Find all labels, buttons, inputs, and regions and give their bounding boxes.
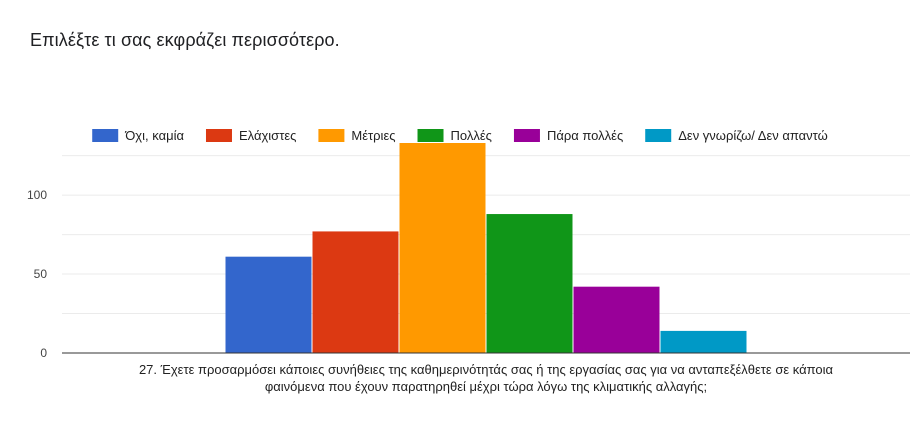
legend-swatch [318, 129, 345, 142]
legend-item[interactable]: Πολλές [417, 128, 492, 143]
y-tick-label: 50 [34, 267, 48, 281]
bar-4[interactable] [486, 214, 573, 353]
legend-swatch [417, 129, 444, 142]
x-axis-label: 27. Έχετε προσαρμόσει κάποιες συνήθειες … [139, 362, 834, 394]
legend-label: Δεν γνωρίζω/ Δεν απαντώ [678, 128, 828, 143]
legend-item[interactable]: Δεν γνωρίζω/ Δεν απαντώ [645, 128, 828, 143]
legend-label: Πάρα πολλές [547, 128, 623, 143]
bar-5[interactable] [573, 286, 660, 353]
legend-label: Ελάχιστες [239, 128, 296, 143]
x-axis-label-line: φαινόμενα που έχουν παρατηρηθεί μέχρι τώ… [265, 379, 707, 394]
legend-swatch [205, 129, 232, 142]
bar-2[interactable] [312, 231, 399, 353]
legend-item[interactable]: Πάρα πολλές [513, 128, 623, 143]
gridlines [62, 155, 910, 315]
legend-item[interactable]: Όχι, καμία [92, 128, 184, 143]
legend-swatch [92, 129, 119, 142]
legend-label: Μέτριες [351, 128, 395, 143]
legend-label: Όχι, καμία [124, 128, 184, 143]
legend: Όχι, καμία Ελάχιστες Μέτριες Πολλές Πάρα πολ… [92, 128, 828, 143]
page-title: Επιλέξτε τι σας εκφράζει περισσότερο. [30, 30, 340, 50]
x-axis-label-line: 27. Έχετε προσαρμόσει κάποιες συνήθειες … [139, 362, 834, 377]
y-tick-label: 100 [27, 188, 47, 202]
bars [225, 143, 747, 353]
legend-swatch [513, 129, 540, 142]
y-axis-ticks: 0 50 100 [27, 188, 47, 360]
bar-6[interactable] [660, 330, 747, 353]
bar-1[interactable] [225, 256, 312, 353]
legend-item[interactable]: Μέτριες [318, 128, 396, 143]
legend-swatch [645, 129, 672, 142]
y-tick-label: 0 [40, 346, 47, 360]
legend-label: Πολλές [451, 128, 492, 143]
legend-item[interactable]: Ελάχιστες [205, 128, 296, 143]
bar-3[interactable] [399, 143, 486, 353]
